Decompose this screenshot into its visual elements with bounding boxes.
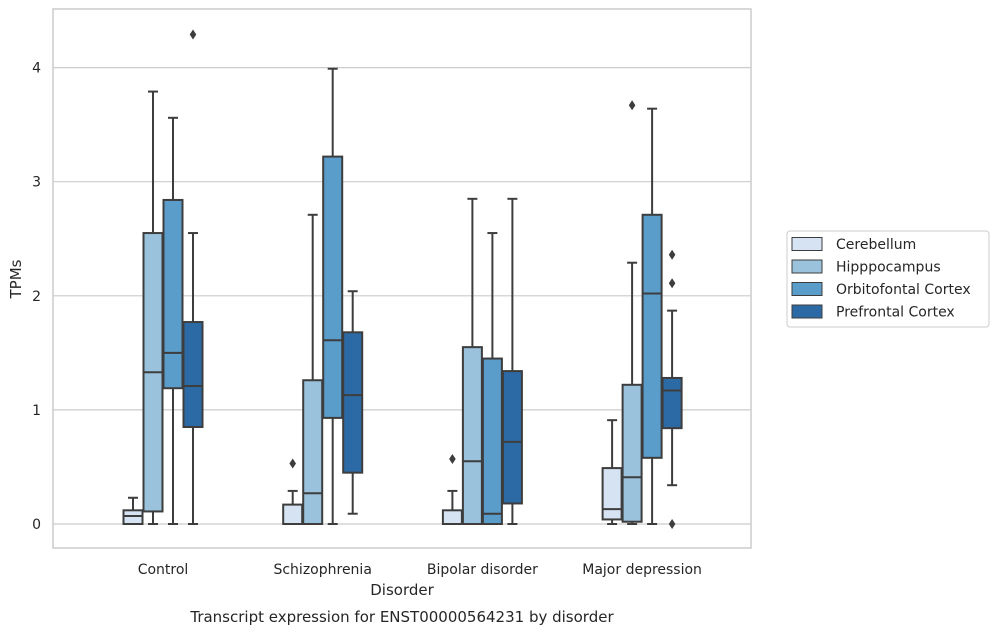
box-body	[661, 376, 683, 430]
box-group	[621, 100, 643, 525]
x-tick-label: Bipolar disorder	[427, 562, 538, 578]
legend-swatch	[791, 259, 823, 274]
outlier-point	[289, 458, 296, 469]
y-tick-label: 1	[32, 403, 41, 419]
legend: Cerebellum Hipppocampus Orbitofontal Corte…	[786, 230, 990, 328]
y-tick-labels: 0 1 2 3 4	[32, 61, 41, 533]
legend-label: Hipppocampus	[836, 260, 941, 276]
legend-frame	[786, 230, 990, 328]
outlier-point	[449, 453, 456, 464]
box-group	[302, 213, 324, 526]
box-body	[302, 379, 324, 526]
box-body	[182, 321, 204, 429]
box-body	[342, 331, 364, 474]
box-group	[441, 453, 463, 526]
legend-swatch	[791, 237, 823, 251]
chart-title: Transcript expression for ENST0000056423…	[189, 608, 614, 626]
box-body	[481, 357, 503, 525]
x-tick-label: Schizophrenia	[273, 562, 371, 578]
box-body	[641, 213, 663, 459]
box-body	[122, 509, 144, 526]
y-tick-label: 3	[32, 175, 41, 191]
plot-frame	[52, 8, 752, 549]
box-body	[461, 346, 483, 525]
y-axis-title: TPMs	[7, 259, 25, 299]
outlier-point	[189, 29, 197, 40]
y-tick-label: 2	[32, 289, 41, 305]
outlier-point	[668, 519, 676, 529]
legend-label: Prefrontal Cortex	[836, 305, 955, 321]
boxes	[122, 29, 683, 529]
x-tick-label: Control	[138, 562, 189, 578]
legend-label: Orbitofontal Cortex	[836, 282, 971, 298]
box-group	[501, 197, 523, 525]
box-group	[162, 116, 184, 525]
box-group	[342, 290, 364, 515]
legend-label: Cerebellum	[836, 237, 916, 253]
box-group	[182, 29, 204, 525]
outlier-point	[668, 278, 676, 289]
outlier-point	[628, 100, 636, 111]
outlier-point	[668, 249, 676, 260]
box-body	[322, 155, 344, 419]
y-tick-label: 0	[32, 517, 41, 533]
box-body	[621, 383, 643, 523]
box-body	[162, 198, 184, 390]
box-group	[661, 249, 683, 529]
x-tick-labels: Control Schizophrenia Bipolar disorder Majo…	[138, 562, 702, 578]
y-tick-label: 4	[32, 61, 41, 77]
box-group	[641, 107, 663, 525]
box-group	[122, 496, 144, 526]
legend-swatch	[791, 304, 823, 319]
box-body	[441, 509, 463, 526]
x-axis-title: Disorder	[370, 581, 434, 599]
x-tick-label: Major depression	[582, 562, 702, 578]
box-body	[282, 503, 304, 525]
box-group	[322, 67, 344, 525]
legend-swatch	[791, 282, 823, 296]
box-body	[501, 370, 523, 505]
box-body	[601, 467, 623, 521]
box-group	[481, 232, 503, 525]
